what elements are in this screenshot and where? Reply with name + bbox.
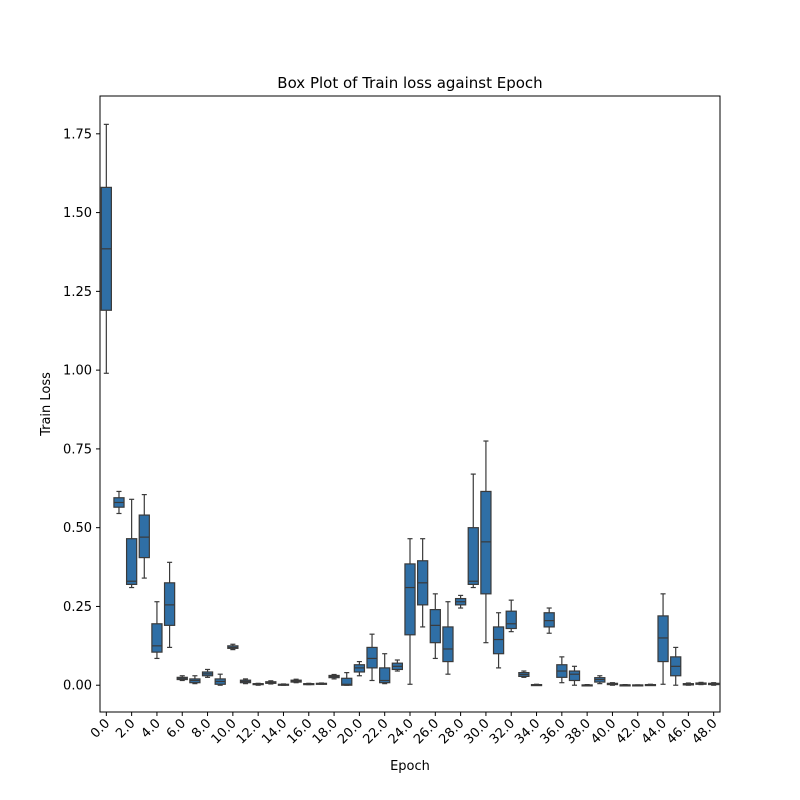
box-epoch-25 [416,538,429,628]
iqr-box [163,582,176,626]
iqr-box [442,626,454,663]
chart-title: Box Plot of Train loss against Epoch [277,74,542,92]
iqr-box [467,527,479,585]
box-epoch-2 [125,498,138,589]
y-tick-label: 1.75 [63,127,92,142]
iqr-box [543,612,555,628]
box-epoch-36 [556,656,568,684]
box-epoch-15 [290,678,302,684]
box-epoch-41 [619,683,631,687]
box-epoch-44 [657,593,669,685]
box-epoch-26 [429,593,441,660]
box-epoch-45 [670,646,682,686]
box-epoch-14 [277,683,290,686]
box-epoch-22 [379,653,391,685]
box-epoch-32 [505,599,517,633]
box-epoch-21 [366,633,378,682]
box-epoch-9 [214,673,226,686]
box-series [100,123,720,687]
box-epoch-13 [265,680,277,685]
box-epoch-5 [163,561,176,649]
box-epoch-17 [315,682,328,685]
box-epoch-33 [518,670,530,678]
y-tick-label: 1.25 [63,285,92,300]
box-epoch-28 [454,594,467,609]
iqr-box [379,667,391,684]
box-epoch-24 [404,538,416,685]
iqr-box [125,538,138,585]
y-axis-label: Train Loss [39,372,54,437]
box-epoch-30 [480,440,492,644]
box-epoch-48 [708,682,720,686]
box-epoch-16 [303,682,315,686]
y-tick-label: 0.25 [63,600,92,615]
iqr-box [492,626,505,655]
box-epoch-31 [492,612,505,669]
iqr-box [480,490,492,595]
iqr-box [657,615,669,663]
box-epoch-47 [695,681,707,686]
box-epoch-35 [543,607,555,634]
iqr-box [568,670,581,682]
iqr-box [151,623,163,653]
box-epoch-39 [594,675,606,685]
box-epoch-8 [201,668,214,678]
box-epoch-37 [568,665,581,686]
y-tick-label: 0.75 [63,442,92,457]
iqr-box [505,610,517,630]
box-epoch-11 [239,678,252,685]
x-axis-label: Epoch [390,759,430,774]
y-tick-label: 1.50 [63,206,92,221]
box-epoch-23 [391,659,404,672]
y-tick-label: 0.50 [63,521,92,536]
box-epoch-19 [341,672,353,686]
box-epoch-10 [227,643,239,651]
box-epoch-6 [176,675,188,682]
y-tick-label: 1.00 [63,364,92,379]
y-tick-label: 0.00 [63,679,92,694]
box-epoch-34 [530,683,543,687]
box-epoch-3 [138,493,150,579]
box-epoch-20 [353,660,366,677]
iqr-box [138,514,150,559]
box-epoch-0 [100,123,112,374]
box-epoch-42 [632,684,644,687]
box-epoch-18 [328,673,340,680]
box-epoch-12 [252,682,264,686]
box-epoch-4 [151,601,163,660]
box-epoch-7 [189,675,201,685]
iqr-box [429,608,441,644]
iqr-box [341,677,353,686]
y-axis: 0.00 0.25 0.50 0.75 1.00 1.25 1.50 1.75 [63,127,100,694]
box-epoch-46 [682,682,695,686]
box-epoch-1 [113,490,125,515]
box-epoch-27 [442,601,454,675]
iqr-box [366,646,378,669]
box-epoch-29 [467,473,479,589]
iqr-box [404,563,416,636]
box-epoch-43 [644,683,657,687]
box-epoch-40 [606,682,619,686]
box-epoch-38 [581,683,593,687]
